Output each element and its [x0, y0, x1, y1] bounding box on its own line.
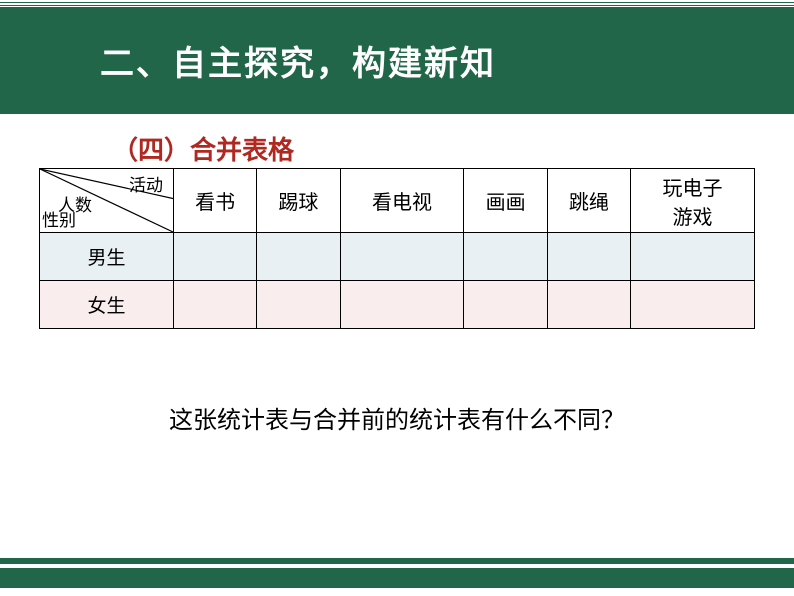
data-cell — [547, 233, 630, 281]
subtitle: （四）合并表格 — [112, 130, 294, 167]
column-header: 玩电子游戏 — [631, 169, 755, 233]
diag-label-activity: 活动 — [129, 171, 163, 196]
data-cell — [257, 233, 340, 281]
table-row: 女生 — [40, 281, 755, 329]
data-cell — [631, 233, 755, 281]
data-cell — [631, 281, 755, 329]
table-header-row: 活动 人数 性别 看书 踢球 看电视 画画 跳绳 玩电子游戏 — [40, 169, 755, 233]
column-header: 看书 — [174, 169, 257, 233]
row-header: 女生 — [40, 281, 174, 329]
activity-table: 活动 人数 性别 看书 踢球 看电视 画画 跳绳 玩电子游戏 男生 女生 — [39, 168, 755, 329]
column-header: 画画 — [464, 169, 547, 233]
data-cell — [340, 233, 464, 281]
bottom-accent-bars — [0, 558, 794, 588]
diagonal-header-cell: 活动 人数 性别 — [40, 169, 174, 233]
table-row: 男生 — [40, 233, 755, 281]
top-accent-bar — [0, 2, 794, 6]
data-cell — [174, 233, 257, 281]
diag-label-gender: 性别 — [42, 206, 76, 231]
question-text: 这张统计表与合并前的统计表有什么不同？ — [0, 400, 794, 435]
data-cell — [547, 281, 630, 329]
page-title: 二、自主探究，构建新知 — [100, 36, 496, 85]
column-header: 看电视 — [340, 169, 464, 233]
column-header: 跳绳 — [547, 169, 630, 233]
data-cell — [174, 281, 257, 329]
header-band: 二、自主探究，构建新知 — [0, 7, 794, 114]
data-cell — [464, 233, 547, 281]
data-cell — [340, 281, 464, 329]
data-cell — [464, 281, 547, 329]
data-cell — [257, 281, 340, 329]
row-header: 男生 — [40, 233, 174, 281]
column-header: 踢球 — [257, 169, 340, 233]
